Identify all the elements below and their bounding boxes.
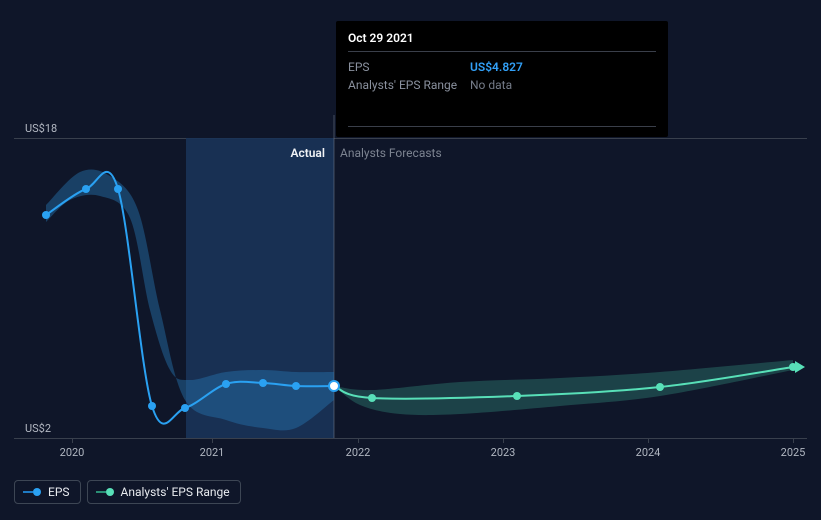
forecast-end-arrow xyxy=(795,361,805,373)
legend-label-eps: EPS xyxy=(48,485,70,499)
eps-chart: US$18 US$2 Actual Analysts Forecasts 202… xyxy=(0,0,821,520)
x-tick xyxy=(72,438,73,443)
legend: EPS Analysts' EPS Range xyxy=(14,480,241,504)
hover-tooltip: Oct 29 2021 EPS US$4.827 Analysts' EPS R… xyxy=(336,21,668,137)
section-label-forecast: Analysts Forecasts xyxy=(340,146,442,160)
legend-swatch-range xyxy=(96,488,114,496)
tooltip-eps-label: EPS xyxy=(348,58,470,76)
x-axis-label: 2025 xyxy=(781,446,806,459)
forecast-marker[interactable] xyxy=(368,394,376,402)
x-tick xyxy=(503,438,504,443)
eps-marker[interactable] xyxy=(42,211,50,219)
legend-item-eps[interactable]: EPS xyxy=(14,480,81,504)
eps-marker[interactable] xyxy=(114,185,122,193)
tooltip-date: Oct 29 2021 xyxy=(348,31,656,52)
eps-marker[interactable] xyxy=(181,404,189,412)
x-axis-label: 2024 xyxy=(636,446,661,459)
x-tick xyxy=(648,438,649,443)
eps-marker[interactable] xyxy=(82,185,90,193)
x-axis-label: 2022 xyxy=(346,446,371,459)
eps-marker[interactable] xyxy=(259,379,267,387)
x-axis-line xyxy=(14,438,807,439)
x-axis-label: 2023 xyxy=(491,446,516,459)
eps-marker[interactable] xyxy=(148,402,156,410)
x-axis-label: 2021 xyxy=(200,446,225,459)
tooltip-divider xyxy=(348,126,656,127)
forecast-marker[interactable] xyxy=(513,392,521,400)
tooltip-range-label: Analysts' EPS Range xyxy=(348,76,470,94)
legend-swatch-eps xyxy=(23,488,41,496)
forecast-band-area xyxy=(334,360,793,415)
forecast-marker[interactable] xyxy=(656,383,664,391)
eps-marker[interactable] xyxy=(292,382,300,390)
legend-label-range: Analysts' EPS Range xyxy=(121,485,230,499)
x-tick xyxy=(212,438,213,443)
x-tick xyxy=(358,438,359,443)
eps-marker[interactable] xyxy=(222,380,230,388)
x-axis-label: 2020 xyxy=(60,446,85,459)
legend-item-range[interactable]: Analysts' EPS Range xyxy=(87,480,241,504)
x-tick xyxy=(793,438,794,443)
tooltip-eps-value: US$4.827 xyxy=(470,58,523,76)
section-label-actual: Actual xyxy=(290,146,325,160)
hover-point-marker xyxy=(329,381,339,391)
tooltip-range-value: No data xyxy=(470,76,512,94)
